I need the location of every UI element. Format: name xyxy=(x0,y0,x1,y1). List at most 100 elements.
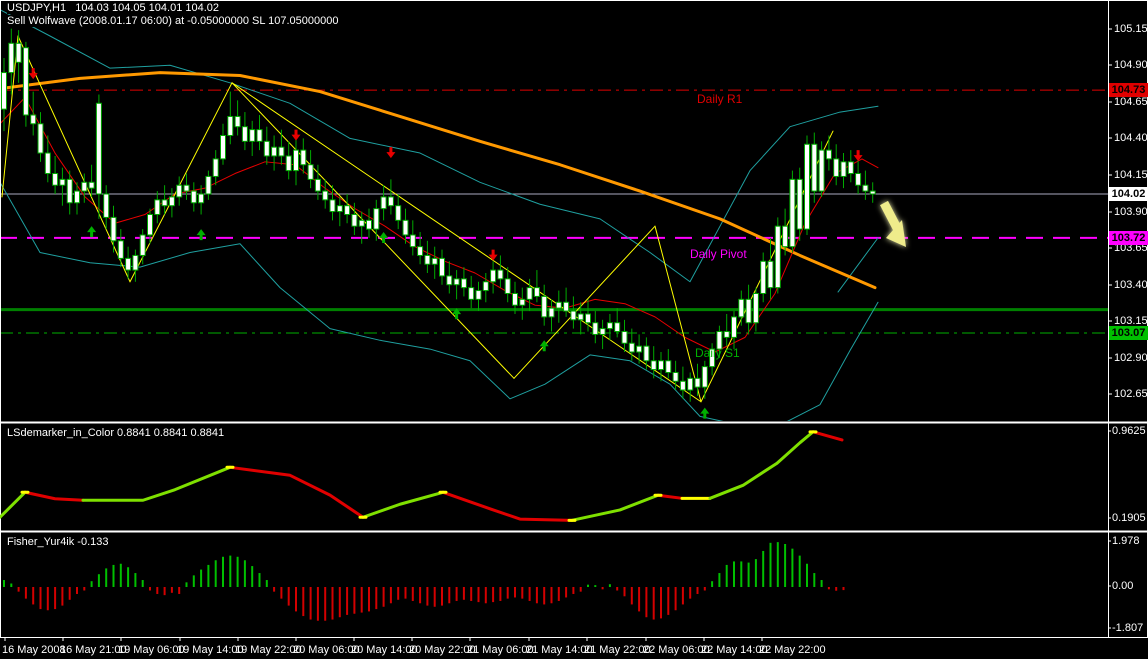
candle-body xyxy=(614,322,621,333)
candle-body xyxy=(263,140,270,157)
candle-body xyxy=(117,240,124,259)
candle-body xyxy=(176,184,183,198)
candle-body xyxy=(811,143,818,192)
price-tick-label: 102.65 xyxy=(1114,388,1148,400)
buy-arrow-icon xyxy=(700,407,710,419)
daily-pivot-label: Daily Pivot xyxy=(690,247,747,261)
time-tick-label: 22 May 14:00 xyxy=(701,644,768,656)
demarker-segment-up xyxy=(708,430,815,500)
indicator-scale-label: -1.807 xyxy=(1112,622,1144,634)
candle-body xyxy=(15,42,22,63)
candle-body xyxy=(796,178,803,230)
candle-body xyxy=(482,281,489,292)
big-arrow-head xyxy=(886,220,906,247)
candle-body xyxy=(840,161,847,177)
candle-body xyxy=(300,149,307,166)
time-tick-label: 21 May 14:00 xyxy=(526,644,593,656)
buy-arrow-icon xyxy=(539,340,549,352)
candles-group xyxy=(1,28,876,402)
time-tick-label: 16 May 2008 xyxy=(2,644,66,656)
candle-body xyxy=(804,143,810,230)
candle-body xyxy=(322,190,329,201)
candle-body xyxy=(599,328,606,335)
wolfewave-trendline-4 xyxy=(513,225,656,379)
candle-body xyxy=(460,278,467,289)
time-tick-label: 22 May 06:00 xyxy=(643,644,710,656)
candle-body xyxy=(249,129,256,142)
candle-body xyxy=(555,301,562,309)
candle-body xyxy=(519,298,526,306)
candle-body xyxy=(738,298,745,318)
indicator-scale-label: 0.9625 xyxy=(1112,425,1146,437)
candle-body xyxy=(431,257,438,265)
candle-body xyxy=(37,123,44,154)
candle-body xyxy=(818,149,825,192)
price-level-box: 104.02 xyxy=(1109,187,1148,201)
sell-arrow-icon xyxy=(386,147,396,159)
candle-body xyxy=(227,115,234,136)
panel2-separator[interactable] xyxy=(0,421,1148,424)
candle-body xyxy=(731,316,737,338)
candle-body xyxy=(869,190,876,195)
wolfewave-trendline-3 xyxy=(231,82,515,379)
candle-body xyxy=(665,360,672,373)
candle-body xyxy=(285,155,292,172)
candle-body xyxy=(782,225,789,248)
candle-body xyxy=(497,269,504,280)
candle-body xyxy=(30,114,37,125)
time-tick-label: 19 May 06:00 xyxy=(118,644,185,656)
price-tick-label: 103.65 xyxy=(1114,242,1148,254)
time-tick-label: 21 May 22:00 xyxy=(584,644,651,656)
candle-body xyxy=(387,196,394,207)
candle-body xyxy=(847,161,854,175)
candle-body xyxy=(504,278,511,294)
time-tick-label: 20 May 14:00 xyxy=(351,644,418,656)
candle-body xyxy=(103,193,110,218)
candle-body xyxy=(161,199,168,207)
time-tick-label: 19 May 14:00 xyxy=(177,644,244,656)
time-tick-label: 20 May 22:00 xyxy=(409,644,476,656)
candle-body xyxy=(395,205,402,221)
price-tick-label: 103.90 xyxy=(1114,206,1148,218)
buy-arrow-icon xyxy=(196,229,206,241)
wolfewave-trendline-0 xyxy=(1,35,19,198)
price-tick-label: 103.15 xyxy=(1114,315,1148,327)
candle-body xyxy=(855,173,862,186)
candle-body xyxy=(417,246,424,256)
candle-body xyxy=(88,181,95,189)
candle-body xyxy=(541,295,548,318)
candle-body xyxy=(512,292,518,306)
candle-body xyxy=(293,149,299,172)
candle-body xyxy=(168,196,175,207)
indicator-scale-label: 0.1905 xyxy=(1112,512,1146,524)
candle-body xyxy=(716,331,723,350)
candle-body xyxy=(606,322,613,330)
candle-body xyxy=(139,234,146,256)
wolfewave-trendline-6 xyxy=(231,82,702,403)
price-tick-label: 104.40 xyxy=(1114,132,1148,144)
price-tick-label: 102.90 xyxy=(1114,352,1148,364)
candle-body xyxy=(380,196,387,210)
candle-body xyxy=(132,254,139,271)
panel-demarker-label: LSdemarker_in_Color 0.8841 0.8841 0.8841 xyxy=(7,427,225,439)
candle-body xyxy=(314,178,321,192)
wolfewave-trendline-5 xyxy=(654,225,702,403)
candle-body xyxy=(752,292,759,324)
sell-arrow-icon xyxy=(291,129,301,141)
demarker-segment-up xyxy=(361,490,445,519)
candle-body xyxy=(453,278,460,286)
price-tick-label: 103.40 xyxy=(1114,279,1148,291)
candle-body xyxy=(147,213,153,236)
candle-body xyxy=(59,178,66,186)
bollinger-mid-tail xyxy=(837,237,879,293)
panel3-separator[interactable] xyxy=(0,530,1148,533)
candle-body xyxy=(278,146,285,157)
candle-body xyxy=(344,205,351,215)
candle-body xyxy=(585,313,591,324)
candle-body xyxy=(402,219,409,236)
sell-arrow-icon xyxy=(28,68,38,80)
candle-body xyxy=(22,47,29,116)
